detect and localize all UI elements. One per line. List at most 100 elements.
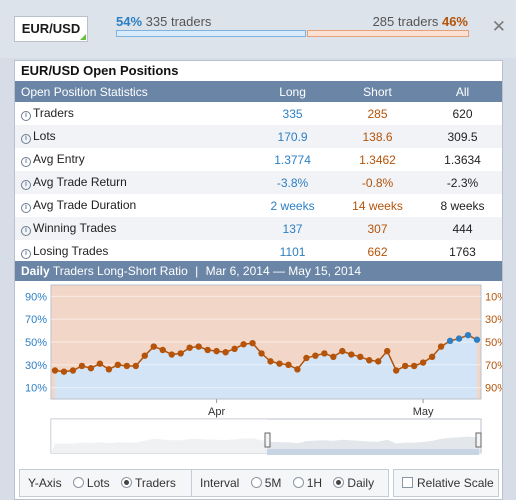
- data-point: [312, 352, 319, 359]
- data-point: [473, 336, 481, 343]
- stat-short: 138.6: [332, 125, 423, 148]
- data-point: [96, 360, 104, 367]
- chart-period: Daily: [21, 264, 50, 278]
- stat-label-text: Winning Trades: [33, 221, 117, 235]
- short-ratio-bar: [307, 30, 469, 37]
- navigator-left-handle: [264, 432, 271, 448]
- data-point: [249, 339, 256, 347]
- chart-title: Traders Long-Short Ratio: [52, 264, 188, 278]
- data-point: [330, 353, 337, 361]
- stat-all: -2.3%: [422, 171, 502, 194]
- info-icon[interactable]: i: [21, 157, 31, 167]
- sentiment-header: EUR/USD 54% 335 traders 285 traders 46% …: [0, 0, 516, 58]
- navigator-scrollbar: [267, 449, 479, 455]
- short-sentiment: 285 traders 46%: [373, 14, 468, 29]
- data-point: [375, 358, 382, 365]
- data-point: [204, 346, 211, 354]
- x-tick-label: May: [413, 406, 434, 418]
- data-point: [150, 343, 157, 350]
- interval-5m-label[interactable]: 5M: [264, 476, 282, 490]
- table-row: i Avg Entry 1.3774 1.3462 1.3634: [15, 148, 502, 171]
- long-traders: 335 traders: [145, 14, 212, 29]
- col-header-long: Long: [253, 81, 333, 102]
- stat-label: i Avg Entry: [15, 148, 253, 171]
- long-ratio-bar: [116, 30, 306, 37]
- currency-pair-selector[interactable]: EUR/USD: [14, 16, 88, 42]
- data-point: [159, 346, 166, 354]
- y-left-tick: 30%: [25, 360, 47, 372]
- info-icon[interactable]: i: [21, 226, 31, 236]
- info-icon[interactable]: i: [21, 249, 31, 259]
- stat-all: 1763: [449, 244, 476, 259]
- col-header-short: Short: [332, 81, 423, 102]
- info-icon[interactable]: i: [21, 180, 31, 190]
- data-point: [78, 362, 86, 370]
- ratio-chart[interactable]: 90% 10% 70% 30% 50% 50% 30% 70% 10% 90% Apr May: [15, 281, 507, 461]
- stat-label-text: Lots: [33, 129, 56, 143]
- table-row: i Losing Trades 1101 662 1763: [15, 240, 502, 263]
- relative-scale-control[interactable]: Relative Scale: [393, 469, 499, 497]
- y-right-tick: 70%: [485, 360, 502, 372]
- table-row: i Avg Trade Return -3.8% -0.8% -2.3%: [15, 171, 502, 194]
- y-right-tick: 10%: [485, 291, 502, 303]
- info-icon[interactable]: i: [21, 134, 31, 144]
- dropdown-corner-icon: [80, 34, 86, 40]
- col-header-all: All: [422, 81, 502, 102]
- info-icon[interactable]: i: [21, 203, 31, 213]
- stat-all: 309.5: [422, 125, 502, 148]
- data-point: [186, 344, 193, 351]
- info-icon[interactable]: i: [21, 111, 31, 121]
- data-point: [428, 353, 436, 361]
- stat-short: 14 weeks: [352, 198, 403, 213]
- data-point: [177, 350, 184, 357]
- data-point: [69, 367, 77, 374]
- interval-daily-label[interactable]: Daily: [347, 476, 375, 490]
- yaxis-label: Y-Axis: [28, 476, 62, 490]
- long-sentiment: 54% 335 traders: [116, 14, 211, 29]
- data-point: [455, 335, 463, 342]
- data-point: [51, 367, 59, 374]
- open-position-stats-table: Open Position Statistics Long Short All …: [15, 81, 502, 263]
- panel-title: EUR/USD Open Positions: [21, 63, 179, 78]
- relative-scale-label[interactable]: Relative Scale: [417, 476, 494, 490]
- interval-control: Interval 5M 1H Daily: [191, 469, 389, 497]
- table-header-row: Open Position Statistics Long Short All: [15, 81, 502, 102]
- table-row: i Traders 335 285 620: [15, 102, 502, 125]
- close-icon[interactable]: ✕: [491, 17, 506, 36]
- interval-1h-label[interactable]: 1H: [306, 476, 323, 490]
- interval-1h-radio[interactable]: [292, 477, 304, 488]
- stat-label-text: Avg Trade Duration: [33, 198, 137, 212]
- y-right-tick: 90%: [485, 383, 502, 395]
- stat-long: 335: [282, 106, 303, 121]
- yaxis-control: Y-Axis Lots Traders: [19, 469, 195, 497]
- stat-label: i Winning Trades: [15, 217, 254, 240]
- stat-label: i Losing Trades: [15, 240, 253, 263]
- y-left-tick: 90%: [25, 291, 47, 303]
- data-point: [258, 350, 265, 357]
- yaxis-traders-label[interactable]: Traders: [134, 476, 176, 490]
- data-point: [419, 359, 427, 366]
- interval-5m-radio[interactable]: [250, 477, 262, 488]
- data-point: [285, 361, 292, 368]
- stat-short: -0.8%: [332, 171, 423, 194]
- y-left-tick: 10%: [25, 383, 47, 395]
- data-point: [114, 361, 122, 368]
- yaxis-traders-radio[interactable]: [120, 477, 132, 488]
- data-point: [267, 358, 274, 365]
- x-tick-label: Apr: [208, 406, 225, 418]
- interval-daily-radio[interactable]: [333, 477, 345, 488]
- data-point: [321, 350, 328, 357]
- y-right-tick: 30%: [485, 314, 502, 326]
- stat-long: 1101: [279, 244, 306, 259]
- relative-scale-checkbox[interactable]: [402, 477, 413, 488]
- yaxis-lots-label[interactable]: Lots: [86, 476, 110, 490]
- stat-short: 1.3462: [359, 152, 396, 167]
- data-point: [294, 366, 301, 373]
- data-point: [437, 343, 445, 350]
- navigator-right-handle: [475, 432, 482, 448]
- data-point: [384, 347, 391, 355]
- data-point: [231, 345, 238, 353]
- stat-label: i Traders: [15, 102, 253, 125]
- yaxis-lots-radio[interactable]: [72, 477, 84, 488]
- data-point: [87, 365, 95, 372]
